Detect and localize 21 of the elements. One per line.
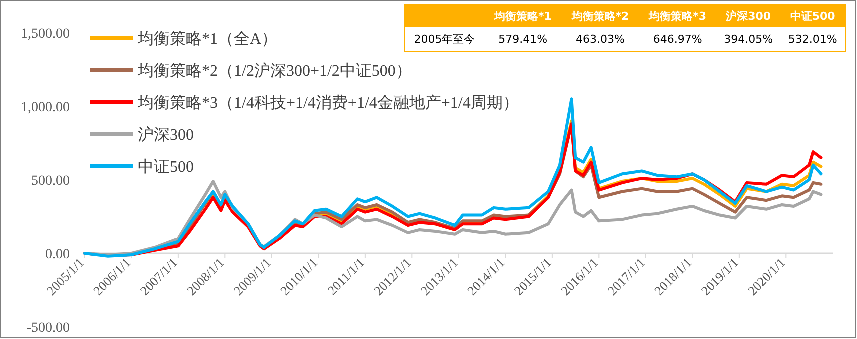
category-label: 中证500 xyxy=(780,4,846,27)
category-label: 均衡策略*1 xyxy=(484,4,562,27)
category-label: 均衡策略*2 xyxy=(562,4,640,27)
category-label: 均衡策略*3 xyxy=(639,4,716,27)
annotation: 2005年至今 xyxy=(404,27,484,52)
y-tick-label: 500.00 xyxy=(32,174,70,189)
text: 463.03% xyxy=(576,32,625,46)
legend-label: 均衡策略*3（1/4科技+1/4消费+1/4金融地产+1/4周期） xyxy=(137,94,519,112)
y-tick-label: 1,000.00 xyxy=(21,100,70,116)
text: 394.05% xyxy=(724,32,774,46)
legend-label: 均衡策略*1（全A） xyxy=(137,30,278,48)
category-label: 沪深300 xyxy=(716,4,781,27)
y-tick-label: 0.00 xyxy=(46,248,70,262)
legend-label: 中证500 xyxy=(138,158,194,176)
y-tick-label: -500.00 xyxy=(26,321,70,336)
legend-label: 均衡策略*2（1/2沪深300+1/2中证500） xyxy=(137,62,412,80)
legend-label: 沪深300 xyxy=(138,126,194,144)
y-tick-label: 1,500.00 xyxy=(21,27,70,42)
text: 579.41% xyxy=(498,32,548,46)
text: 532.01% xyxy=(788,32,838,46)
text: 646.97% xyxy=(653,32,702,46)
